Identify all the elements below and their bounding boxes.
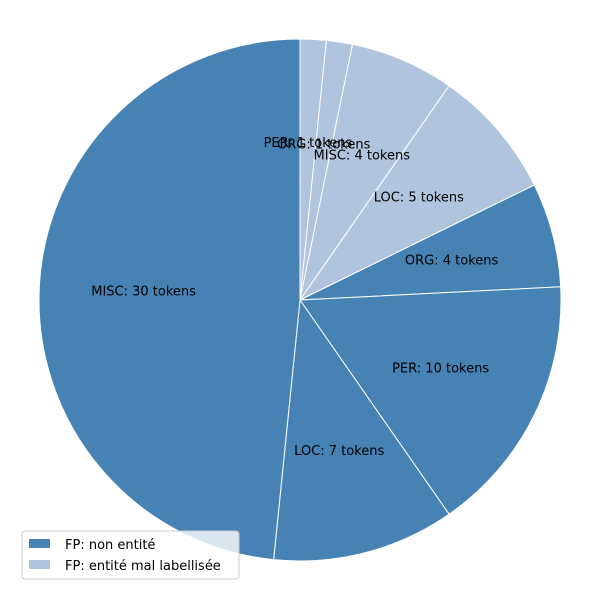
slice-label-loc-7-tokens-6: LOC: 7 tokens [294, 444, 384, 459]
legend-frame [21, 530, 240, 580]
legend-label-mal-labellisee: FP: entité mal labellisée [65, 559, 221, 574]
slice-label-org-4-tokens-4: ORG: 4 tokens [405, 253, 499, 268]
slice-label-per-1-tokens-0: PER: 1 tokens [264, 136, 353, 151]
pie-slice-loc-7-tokens-6 [273, 298, 450, 562]
legend-label-non-entite: FP: non entité [65, 538, 155, 553]
legend: FP: non entité FP: entité mal labellisée [21, 530, 240, 580]
pie-slice-loc-5-tokens-3 [298, 85, 535, 302]
pie-slices [38, 38, 562, 562]
slice-label-misc-4-tokens-2: MISC: 4 tokens [314, 149, 411, 164]
pie-slice-misc-30-tokens-7 [38, 38, 301, 561]
slice-label-misc-30-tokens-7: MISC: 30 tokens [91, 285, 196, 300]
pie-slice-per-10-tokens-5 [299, 286, 562, 515]
legend-swatch-non-entite [29, 539, 50, 548]
legend-swatch-mal-labellisee [29, 560, 50, 569]
slice-label-org-1-tokens-1: ORG: 1 tokens [277, 138, 371, 153]
slice-label-per-10-tokens-5: PER: 10 tokens [392, 361, 489, 376]
slice-label-loc-5-tokens-3: LOC: 5 tokens [374, 191, 464, 206]
